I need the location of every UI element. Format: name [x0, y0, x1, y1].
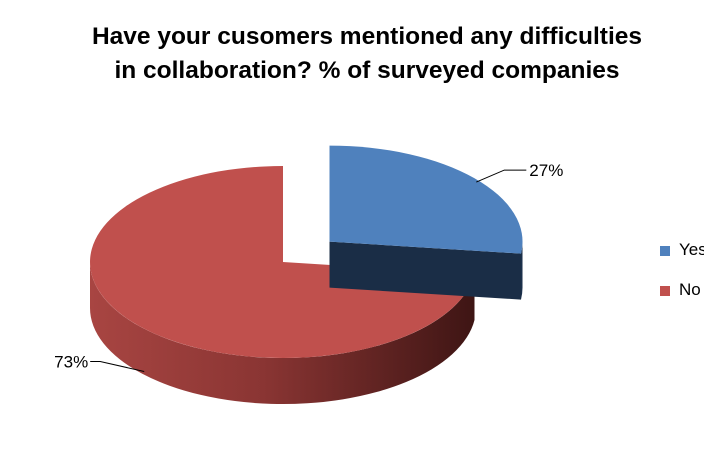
slice-yes-cut-face-1: [329, 241, 521, 300]
legend-swatch-no: [660, 286, 670, 296]
slice-no: [89, 166, 475, 405]
slice-yes-top: [329, 145, 523, 254]
slice-yes-rim-0: [521, 241, 523, 300]
data-label-text-yes: 27%: [529, 161, 563, 180]
slice-no-top: [90, 166, 475, 358]
slice-no-rim-0: [89, 262, 475, 405]
legend-label-yes: Yes: [679, 240, 704, 259]
data-label-text-no: 73%: [54, 353, 88, 372]
chart-title-line-1: Have your cusomers mentioned any difficu…: [91, 23, 643, 50]
leader-line-no: [90, 361, 145, 372]
legend-label-no: No: [679, 280, 701, 299]
data-label-no: 73%: [54, 353, 145, 372]
legend-swatch-yes: [660, 246, 670, 256]
chart-title-line-2: in collaboration? % of surveyed companie…: [114, 57, 620, 84]
data-label-yes: 27%: [476, 161, 563, 183]
chart-title: Have your cusomers mentioned any difficu…: [0, 20, 704, 88]
leader-line-yes: [476, 169, 527, 183]
slice-yes: [329, 145, 523, 300]
